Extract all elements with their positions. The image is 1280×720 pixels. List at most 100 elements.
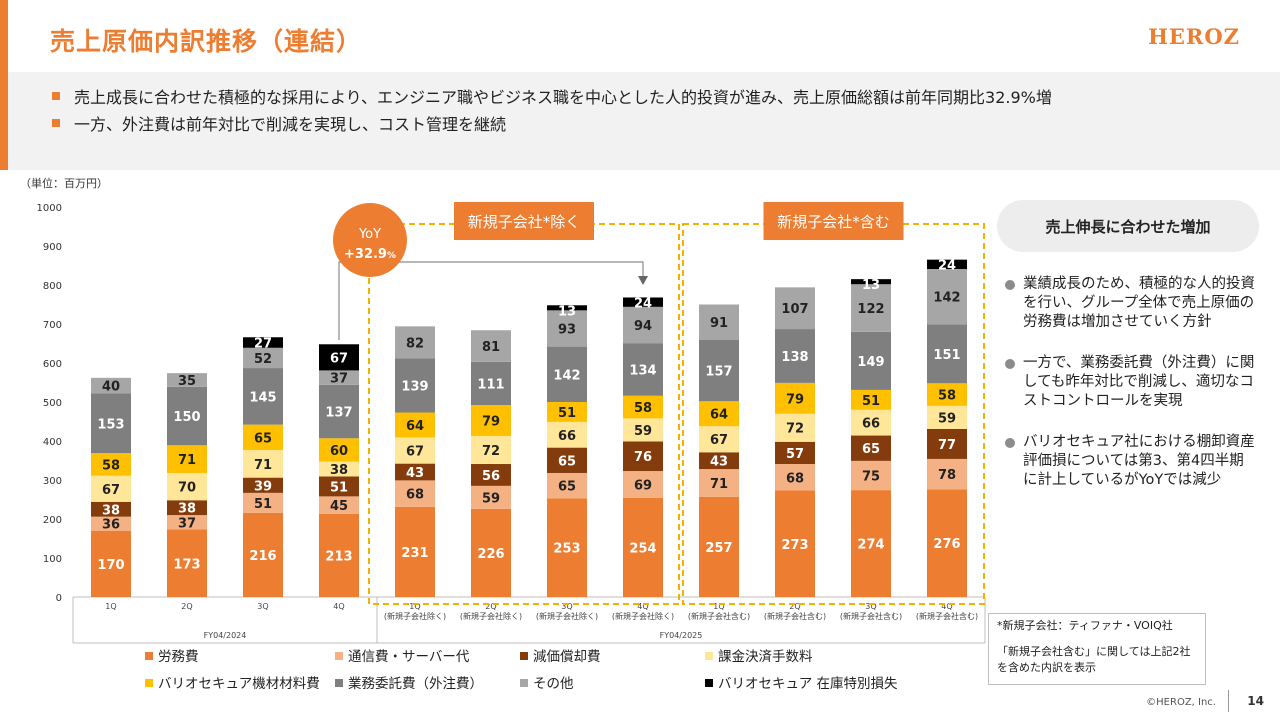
bar-segment [851, 490, 891, 597]
bar-segment [319, 461, 359, 477]
data-label: 52 [254, 352, 272, 367]
data-label: 51 [558, 406, 576, 421]
x-tick-label: 3Q [257, 602, 268, 611]
summary-bullet-2: 一方、外注費は前年対比で削減を実現し、コスト管理を継続 [52, 111, 506, 135]
bar-segment [775, 413, 815, 442]
y-tick-label: 500 [43, 398, 62, 409]
data-label: 66 [558, 429, 576, 444]
x-tick-label: 3Q [865, 602, 876, 611]
bar-segment [775, 287, 815, 330]
data-label: 64 [710, 408, 728, 423]
bar-segment [851, 331, 891, 390]
bar-segment [471, 485, 511, 509]
bar-segment [91, 377, 131, 394]
square-bullet-icon [52, 92, 60, 100]
data-label: 149 [857, 355, 884, 370]
data-label: 65 [254, 431, 272, 446]
bar-segment [851, 409, 891, 436]
bar-segment [699, 452, 739, 470]
data-label: 56 [482, 469, 500, 484]
bar-segment [91, 501, 131, 517]
bar-segment [699, 426, 739, 453]
bar-segment [471, 464, 511, 486]
bar-segment [243, 477, 283, 493]
bar-segment [91, 453, 131, 476]
summary-bullet-1: 売上成長に合わせた積極的な採用により、エンジニア職やビジネス職を中心とした人的投… [52, 84, 1052, 108]
y-tick-label: 800 [43, 281, 62, 292]
bar-segment [623, 441, 663, 472]
bar-segment [395, 358, 435, 413]
legend-swatch [705, 652, 713, 660]
y-tick-label: 600 [43, 359, 62, 370]
data-label: 43 [406, 466, 424, 481]
data-label: 274 [857, 538, 884, 553]
data-label: 68 [786, 471, 804, 486]
legend-label: バリオセキュア機材材料費 [158, 676, 320, 692]
bar-segment [927, 489, 967, 597]
arrow-down-icon [638, 276, 648, 285]
x-tick-label: 1Q [105, 602, 116, 611]
data-label: 65 [862, 442, 880, 457]
data-label: 72 [786, 422, 804, 437]
bar-segment [547, 346, 587, 402]
data-label: 71 [710, 477, 728, 492]
bar-segment [395, 463, 435, 481]
data-label: 60 [330, 444, 348, 459]
bar-segment [471, 435, 511, 465]
explanation-item: 一方で、業務委託費（外注費）に関しても昨年対比で削減し、適切なコストコントロール… [1005, 354, 1255, 411]
bar-segment [851, 460, 891, 491]
group-label: FY04/2025 [660, 631, 703, 640]
data-label: 24 [938, 259, 956, 274]
data-label: 71 [178, 453, 196, 468]
bar-segment [699, 339, 739, 402]
data-label: 58 [938, 389, 956, 404]
x-tick-label: 2Q [181, 602, 192, 611]
data-label: 82 [406, 336, 424, 351]
explanation-text: 一方で、業務委託費（外注費）に関しても昨年対比で削減し、適切なコストコントロール… [1023, 355, 1255, 409]
bar-segment [775, 382, 815, 414]
legend-swatch [145, 679, 153, 687]
explanation-item: バリオセキュア社における棚卸資産評価損については第3、第4四半期に計上しているが… [1005, 433, 1255, 490]
y-tick-label: 400 [43, 437, 62, 448]
bar-segment [927, 324, 967, 384]
bar-segment [699, 401, 739, 427]
data-label: 67 [710, 433, 728, 448]
bar-segment [319, 513, 359, 597]
data-label: 27 [254, 336, 272, 351]
data-label: 150 [173, 410, 200, 425]
bar-segment [623, 418, 663, 442]
bar-segment [319, 438, 359, 462]
excl-subsidiary-badge [454, 202, 594, 240]
bar-segment [927, 383, 967, 406]
bar-segment [91, 475, 131, 502]
y-tick-label: 200 [43, 515, 62, 526]
x-tick-label: 4Q [333, 602, 344, 611]
data-label: 37 [330, 372, 348, 387]
data-label: 70 [178, 481, 196, 496]
data-label: 276 [933, 537, 960, 552]
bar-segment [243, 337, 283, 348]
bar-segment [395, 326, 435, 359]
summary-panel [8, 72, 1280, 170]
legend-label: 減価償却費 [533, 648, 601, 665]
data-label: 173 [173, 557, 200, 572]
bar-segment [623, 395, 663, 419]
data-label: 122 [857, 302, 884, 317]
data-label: 71 [254, 458, 272, 473]
x-tick-label: (新規子会社含む) [916, 611, 978, 621]
data-label: 78 [938, 468, 956, 483]
data-label: 51 [330, 480, 348, 495]
bullet-dot-icon [1005, 438, 1015, 448]
yoy-connector [338, 261, 644, 340]
bar-segment [395, 437, 435, 464]
x-tick-label: (新規子会社除く) [384, 611, 446, 621]
bar-segment [547, 305, 587, 311]
data-label: 254 [629, 541, 656, 556]
data-label: 75 [862, 470, 880, 485]
bar-segment [927, 428, 967, 459]
data-label: 59 [634, 424, 652, 439]
incl-subsidiary-badge [763, 202, 904, 240]
data-label: 39 [254, 479, 272, 494]
data-label: 111 [477, 377, 504, 392]
bar-segment [243, 492, 283, 513]
